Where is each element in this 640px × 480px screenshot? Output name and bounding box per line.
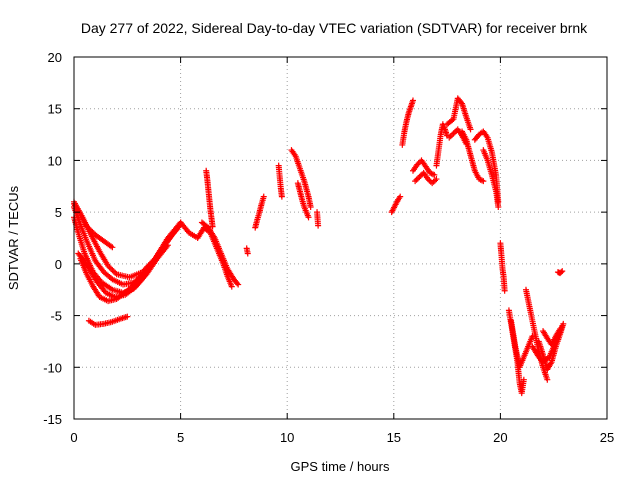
y-tick-label: 5 bbox=[55, 205, 62, 220]
y-tick-label: -5 bbox=[50, 309, 62, 324]
data-point bbox=[450, 130, 457, 137]
data-point bbox=[209, 223, 216, 230]
data-point bbox=[107, 265, 114, 272]
data-points bbox=[71, 95, 567, 397]
series-track-10 bbox=[203, 167, 216, 230]
series-track-34 bbox=[554, 268, 566, 277]
x-tick-label: 5 bbox=[177, 430, 184, 445]
series-track-16 bbox=[314, 209, 322, 229]
data-point bbox=[431, 171, 438, 178]
data-point bbox=[397, 193, 404, 200]
data-point bbox=[228, 283, 235, 290]
data-point bbox=[429, 171, 436, 178]
y-tick-label: 15 bbox=[48, 102, 62, 117]
x-axis-tick-labels: 0 5 10 15 20 25 bbox=[70, 430, 614, 445]
series-track-30 bbox=[522, 286, 551, 383]
y-axis-tick-labels: -15 -10 -5 0 5 10 15 20 bbox=[43, 50, 62, 427]
y-tick-label: -15 bbox=[43, 412, 62, 427]
series-track-33 bbox=[540, 326, 564, 348]
data-point bbox=[305, 214, 312, 221]
data-point bbox=[173, 226, 180, 233]
x-axis-label: GPS time / hours bbox=[291, 459, 390, 474]
data-point bbox=[109, 267, 116, 274]
data-point bbox=[560, 320, 567, 327]
axis-ticks bbox=[73, 56, 608, 420]
y-tick-label: 0 bbox=[55, 257, 62, 272]
data-point bbox=[430, 178, 437, 185]
x-tick-label: 0 bbox=[70, 430, 77, 445]
data-point bbox=[501, 287, 508, 294]
data-point bbox=[110, 268, 117, 275]
series-track-22 bbox=[444, 95, 474, 133]
x-tick-label: 10 bbox=[280, 430, 294, 445]
data-point bbox=[278, 193, 285, 200]
data-point bbox=[307, 203, 314, 210]
series-track-32 bbox=[535, 320, 567, 373]
data-point bbox=[413, 176, 420, 183]
data-point bbox=[495, 203, 502, 210]
data-point bbox=[124, 313, 131, 320]
x-tick-label: 20 bbox=[493, 430, 507, 445]
plot-frame bbox=[73, 56, 608, 420]
y-tick-label: 10 bbox=[48, 153, 62, 168]
series-track-24 bbox=[459, 128, 487, 185]
series-track-14 bbox=[288, 147, 314, 210]
data-point bbox=[260, 193, 267, 200]
data-point bbox=[433, 176, 440, 183]
series-track-05 bbox=[77, 250, 163, 305]
series-track-06 bbox=[85, 313, 131, 328]
data-point bbox=[412, 178, 419, 185]
series-track-07 bbox=[71, 200, 116, 251]
data-point bbox=[557, 326, 564, 333]
y-tick-label: -10 bbox=[43, 360, 62, 375]
series-track-26 bbox=[480, 147, 502, 210]
x-tick-label: 25 bbox=[600, 430, 614, 445]
data-point bbox=[416, 173, 423, 180]
series-track-21 bbox=[433, 121, 451, 169]
series-track-08 bbox=[177, 219, 235, 290]
data-point bbox=[467, 126, 474, 133]
data-point bbox=[414, 175, 421, 182]
data-point bbox=[558, 269, 565, 276]
series-track-17 bbox=[388, 193, 404, 216]
y-axis-label: SDTVAR / TECUs bbox=[6, 185, 21, 290]
series-track-27 bbox=[497, 240, 508, 294]
series-track-12 bbox=[252, 193, 267, 231]
data-point bbox=[432, 177, 439, 184]
series-track-25 bbox=[471, 128, 502, 205]
data-point bbox=[559, 268, 566, 275]
data-point bbox=[449, 131, 456, 138]
data-point bbox=[429, 180, 436, 187]
data-point bbox=[164, 242, 171, 249]
series-track-11 bbox=[243, 245, 251, 257]
data-point bbox=[480, 178, 487, 185]
series-track-13 bbox=[275, 162, 285, 200]
series-track-29 bbox=[508, 317, 536, 371]
data-point bbox=[156, 250, 163, 257]
data-point bbox=[409, 97, 416, 104]
data-point bbox=[234, 280, 241, 287]
data-point bbox=[520, 376, 527, 383]
data-point bbox=[244, 250, 251, 257]
data-point bbox=[235, 281, 242, 288]
series-track-09 bbox=[198, 219, 242, 288]
grid-lines bbox=[74, 57, 607, 419]
series-track-18 bbox=[399, 97, 416, 148]
data-point bbox=[478, 177, 485, 184]
x-tick-label: 15 bbox=[387, 430, 401, 445]
data-point bbox=[315, 222, 322, 229]
y-tick-label: 20 bbox=[48, 50, 62, 65]
series-track-19 bbox=[409, 157, 438, 178]
data-point bbox=[109, 244, 116, 251]
series-track-20 bbox=[412, 169, 440, 187]
series-track-15 bbox=[294, 180, 312, 221]
data-point bbox=[544, 376, 551, 383]
chart-title: Day 277 of 2022, Sidereal Day-to-day VTE… bbox=[81, 20, 588, 36]
